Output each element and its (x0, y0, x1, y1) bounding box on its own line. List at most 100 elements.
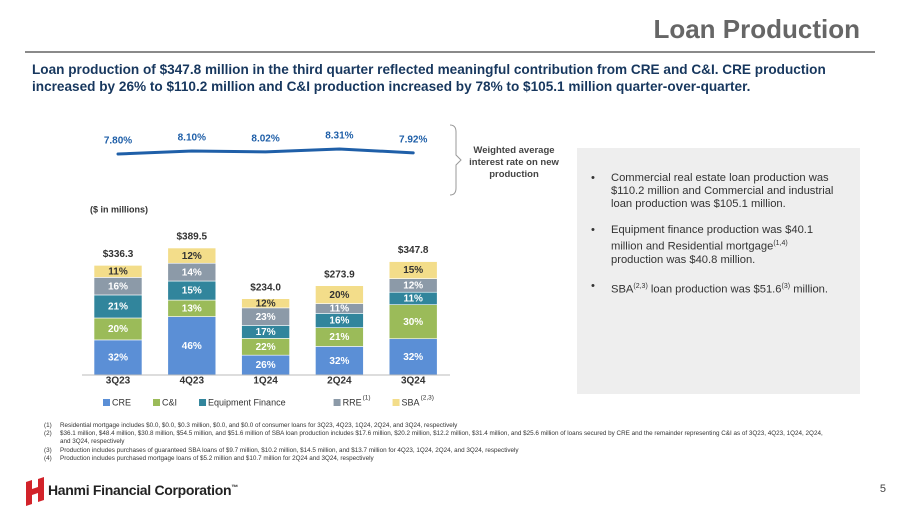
superscript: (1,4) (773, 240, 788, 247)
bullet: Commercial real estate loan production w… (591, 172, 840, 211)
unit-label: ($ in millions) (90, 204, 148, 214)
superscript: (2,3) (633, 282, 648, 290)
legend-label: Equipment Finance (208, 397, 286, 407)
bar-segment (241, 298, 290, 309)
segment-label: 17% (256, 327, 276, 338)
bar-segment (315, 285, 364, 304)
trademark: ™ (231, 484, 238, 492)
bullet-text: million. (790, 283, 829, 296)
segment-label: 26% (256, 360, 276, 371)
segment-label: 21% (108, 302, 128, 313)
segment-label: 20% (108, 324, 128, 335)
bar-segment (388, 338, 438, 376)
bullet-text: Equipment finance production was $40.1 m… (611, 224, 814, 253)
segment-label: 15% (403, 265, 423, 276)
segment-label: 16% (108, 281, 128, 292)
x-tick-label: 3Q23 (106, 376, 131, 387)
chart: ($ in millions)32%20%21%16%11%$336.33Q23… (82, 124, 462, 407)
rate-line (116, 147, 415, 156)
rate-label: 8.10% (178, 133, 206, 144)
x-tick-label: 3Q24 (401, 376, 426, 387)
bullet-text: SBA (611, 283, 634, 296)
company-name: Hanmi Financial Corporation™ (48, 482, 238, 498)
total-label: $273.9 (324, 269, 355, 280)
title-rule (25, 51, 875, 53)
footnote-marker: (1) (44, 422, 52, 429)
bullet-text: Commercial real estate loan production w… (611, 172, 834, 210)
segment-label: 15% (182, 286, 202, 297)
total-label: $234.0 (250, 282, 281, 293)
bar-segment (388, 304, 438, 340)
segment-label: 11% (403, 294, 423, 305)
footnote: (2) $36.1 million, $48.4 million, $30.8 m… (44, 430, 824, 446)
footer: Hanmi Financial Corporation™ 5 (0, 474, 900, 506)
slide-title: Loan Production (653, 14, 860, 44)
legend-swatch (199, 399, 207, 406)
commentary-box: Commercial real estate loan production w… (577, 148, 860, 394)
legend-label: SBA (402, 397, 420, 407)
bar-segment (167, 316, 217, 376)
x-tick-label: 4Q23 (180, 376, 205, 387)
segment-label: 32% (329, 356, 349, 367)
footnote-marker: (3) (44, 446, 52, 454)
footnotes: (1) Residential mortgage includes $0.0, $… (44, 422, 824, 463)
segment-label: 11% (330, 304, 350, 315)
rate-label: 8.02% (251, 133, 279, 144)
footnote-text: Production includes purchases of guarant… (60, 446, 519, 454)
segment-label: 14% (182, 267, 202, 278)
rate-label: 7.80% (104, 136, 132, 147)
legend-label: C&I (162, 397, 177, 407)
total-label: $389.5 (177, 232, 208, 243)
bullet: SBA(2,3) loan production was $51.6(3) mi… (591, 280, 840, 297)
legend-swatch (153, 399, 161, 406)
legend-swatch (333, 399, 341, 406)
bar-segment (93, 339, 143, 376)
company: Hanmi Financial Corporation (48, 482, 232, 498)
segment-label: 16% (329, 316, 349, 327)
page-number: 5 (879, 483, 886, 495)
bar-segment (388, 261, 438, 279)
bullet-text: production was $40.8 million. (611, 253, 756, 266)
segment-label: 21% (329, 332, 349, 343)
legend-label: RRE (343, 397, 362, 407)
segment-label: 30% (403, 317, 423, 328)
segment-label: 23% (256, 312, 276, 323)
segment-label: 20% (329, 290, 349, 301)
bar-segment (167, 247, 217, 264)
bar-segment (315, 346, 364, 376)
segment-label: 32% (403, 352, 423, 363)
rate-label: Weighted average interest rate on new pr… (469, 145, 559, 180)
bullet: Equipment finance production was $40.1 m… (591, 224, 840, 267)
total-label: $336.3 (103, 249, 134, 260)
logo-icon (26, 477, 44, 506)
segment-label: 22% (256, 342, 276, 353)
x-tick-label: 2Q24 (327, 376, 352, 387)
footnote-marker: (2) (44, 430, 52, 438)
segment-label: 12% (256, 298, 276, 309)
legend-label: CRE (112, 397, 131, 407)
footnote-text: Residential mortgage includes $0.0, $0.0… (60, 422, 458, 429)
footnote: (4) Production includes purchased mortgag… (44, 455, 824, 463)
superscript: (3) (781, 282, 791, 290)
bar-segment (93, 265, 143, 278)
segment-label: 32% (108, 353, 128, 364)
bracket (449, 124, 462, 196)
summary: Loan production of $347.8 million in the… (32, 62, 826, 94)
legend-note: (2,3) (421, 395, 434, 402)
footnote-text: Production includes purchased mortgage l… (60, 454, 374, 462)
segment-label: 13% (182, 303, 202, 314)
segment-label: 12% (182, 251, 202, 262)
footnote: (1) Residential mortgage includes $0.0, $… (44, 422, 824, 430)
legend-note: (1) (363, 395, 371, 402)
legend-swatch (392, 399, 400, 406)
x-tick-label: 1Q24 (253, 376, 278, 387)
bullet-text: loan production was $51.6 (647, 283, 782, 296)
footnote: (3) Production includes purchases of guar… (44, 447, 824, 455)
total-label: $347.8 (398, 245, 429, 256)
footnote-marker: (4) (44, 454, 52, 462)
segment-label: 11% (108, 267, 128, 278)
footnote-text: $36.1 million, $48.4 million, $30.8 mill… (60, 430, 823, 446)
rate-label: 8.31% (325, 131, 353, 142)
segment-label: 46% (182, 341, 202, 352)
